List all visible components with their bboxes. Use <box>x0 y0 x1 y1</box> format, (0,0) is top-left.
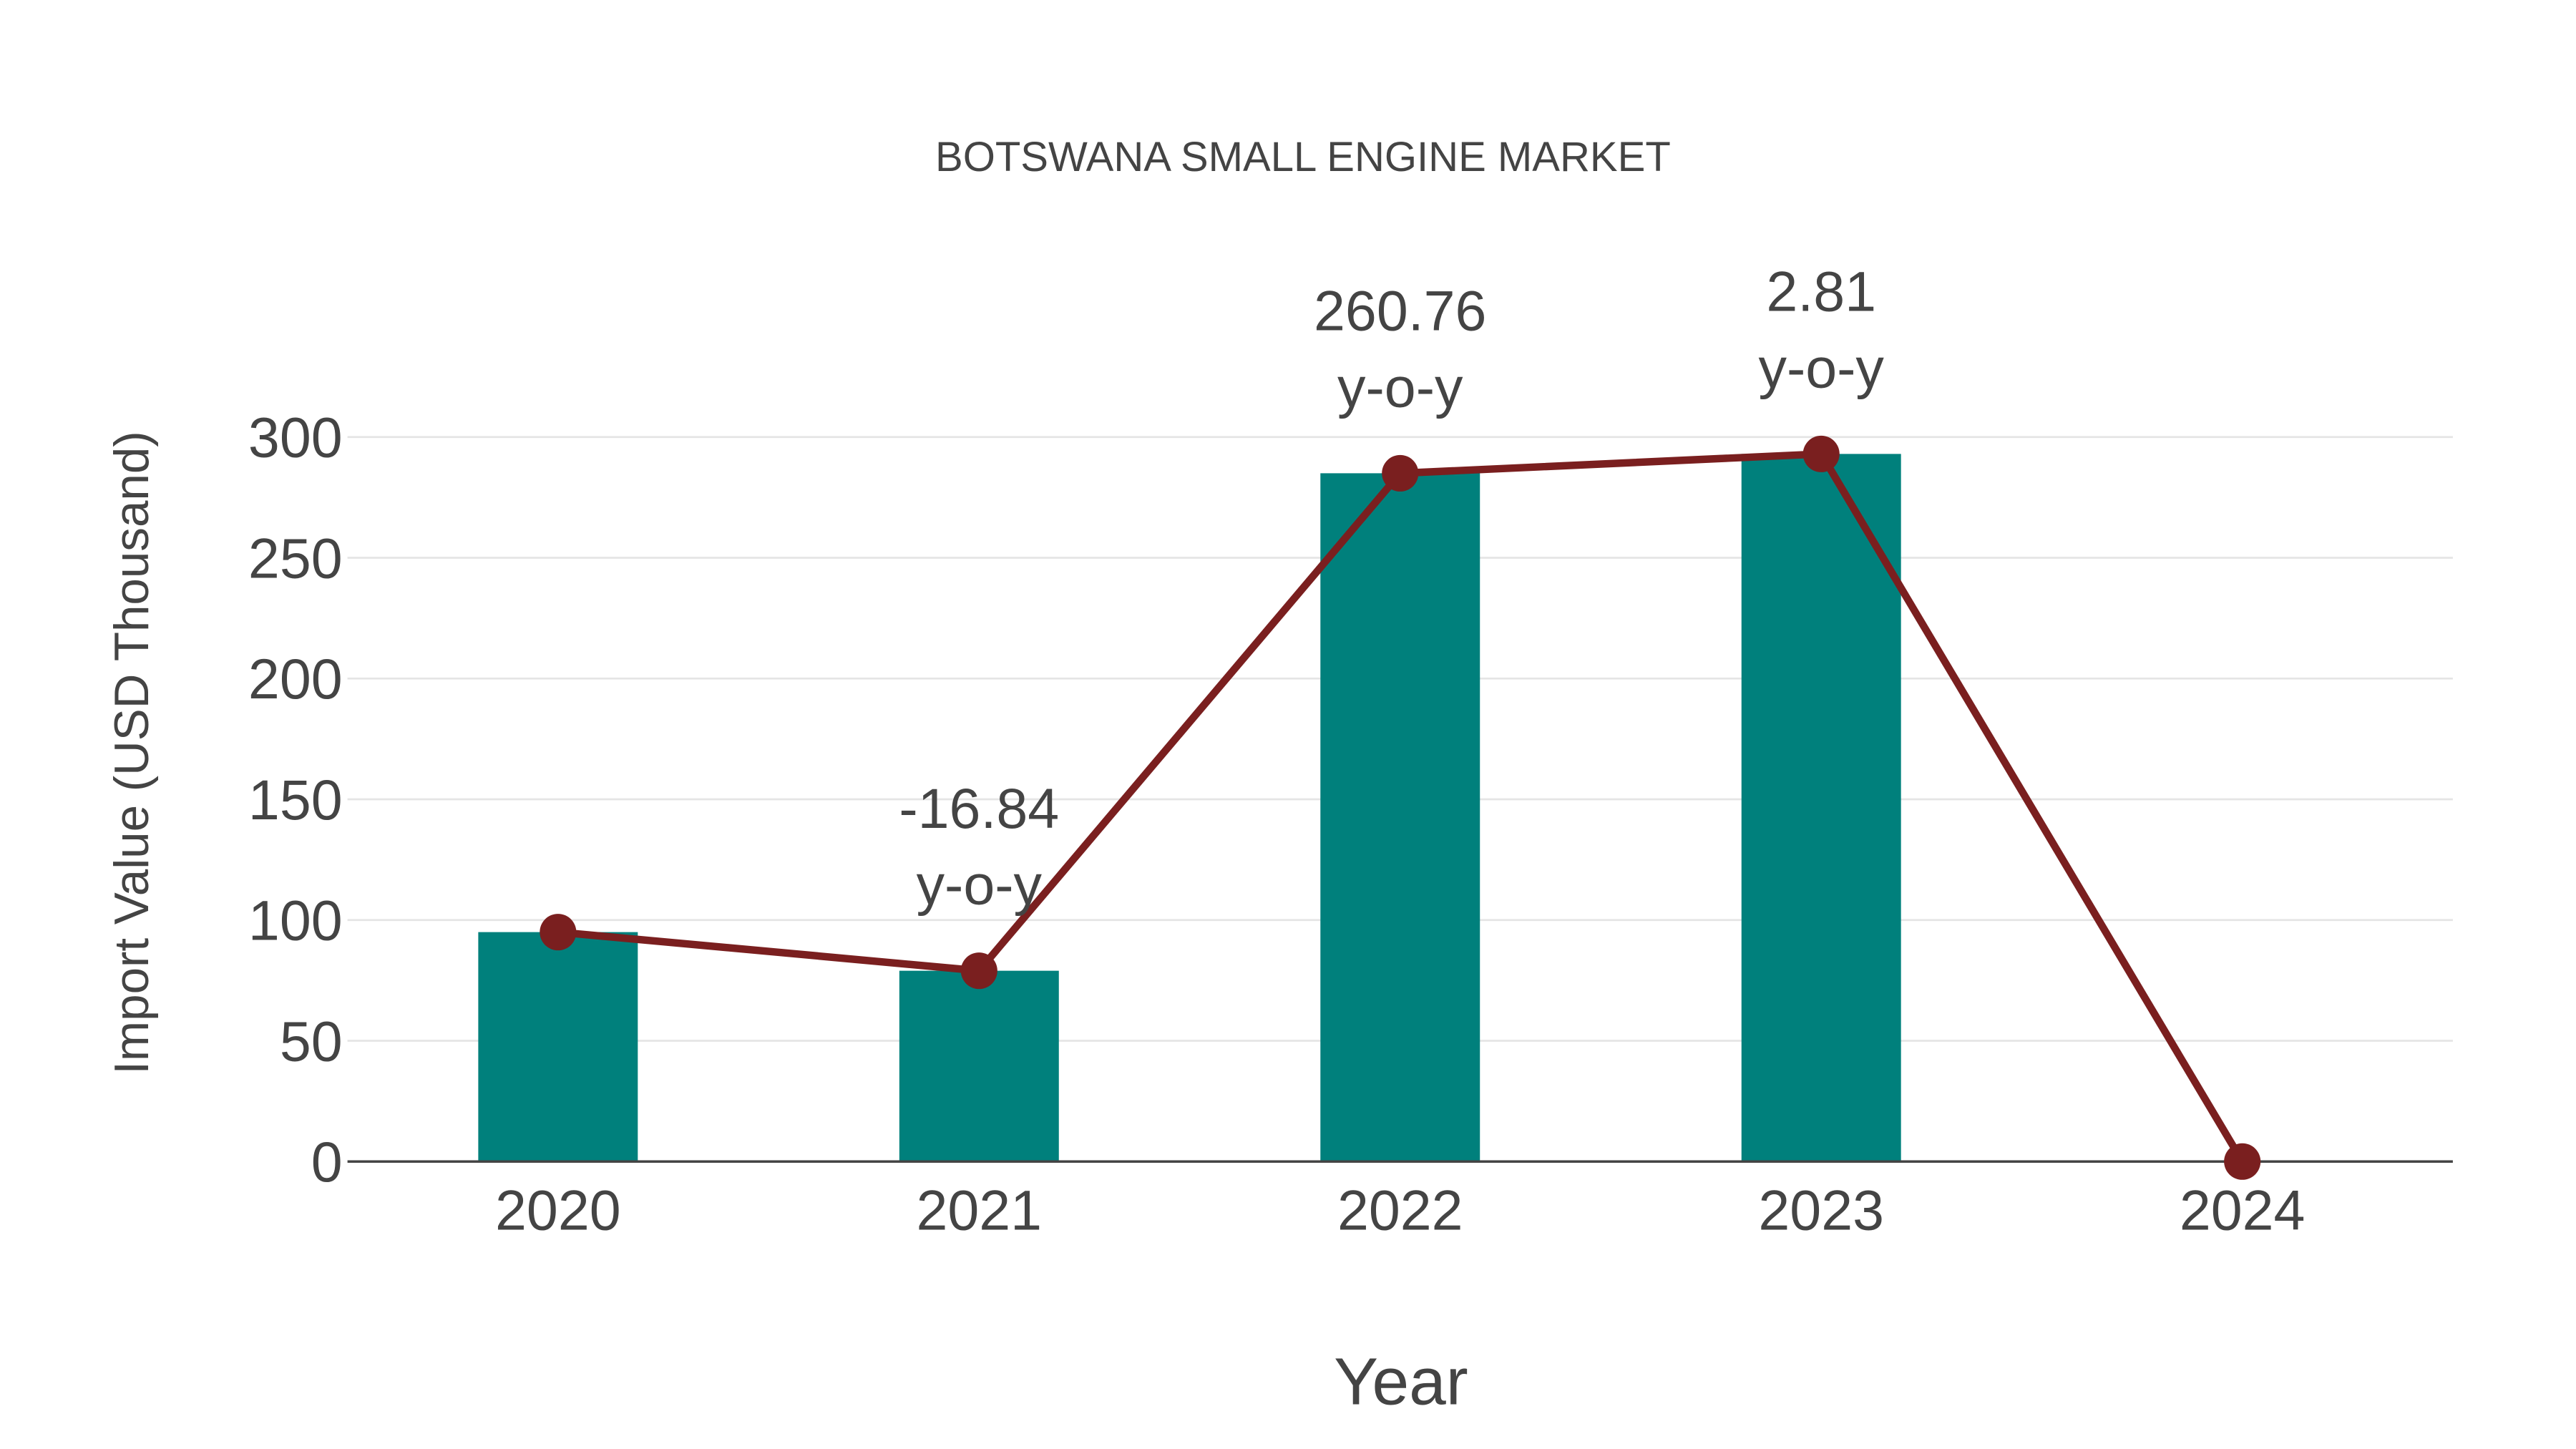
yoy-value-label: -16.84 <box>899 777 1059 840</box>
y-tick-label: 150 <box>248 769 343 831</box>
y-tick-label: 250 <box>248 527 343 590</box>
x-tick-label: 2024 <box>2180 1179 2306 1241</box>
bar <box>899 970 1059 1162</box>
line-point <box>960 952 997 990</box>
y-tick-label: 100 <box>248 889 343 952</box>
yoy-suffix-label: y-o-y <box>1337 356 1463 419</box>
line-point <box>1382 454 1419 492</box>
bar <box>1741 454 1901 1162</box>
bar <box>478 932 638 1162</box>
yoy-suffix-label: y-o-y <box>1758 336 1884 399</box>
yoy-value-label: 260.76 <box>1314 280 1486 343</box>
x-tick-label: 2020 <box>495 1179 621 1241</box>
y-axis-title: Import Value (USD Thousand) <box>105 431 159 1074</box>
yoy-suffix-label: y-o-y <box>917 854 1043 917</box>
line-point <box>540 914 577 951</box>
x-tick-label: 2022 <box>1337 1179 1463 1241</box>
chart-title: BOTSWANA SMALL ENGINE MARKET <box>935 134 1671 180</box>
y-tick-label: 200 <box>248 648 343 711</box>
line-point <box>2224 1143 2261 1180</box>
y-tick-label: 300 <box>248 406 343 469</box>
x-tick-label: 2021 <box>916 1179 1042 1241</box>
y-tick-label: 50 <box>280 1010 343 1073</box>
bar <box>1320 473 1480 1162</box>
y-tick-label: 0 <box>311 1131 343 1194</box>
yoy-value-label: 2.81 <box>1766 260 1876 323</box>
line-point <box>1802 435 1840 472</box>
x-tick-label: 2023 <box>1758 1179 1884 1241</box>
x-axis-title: Year <box>1334 1344 1468 1418</box>
